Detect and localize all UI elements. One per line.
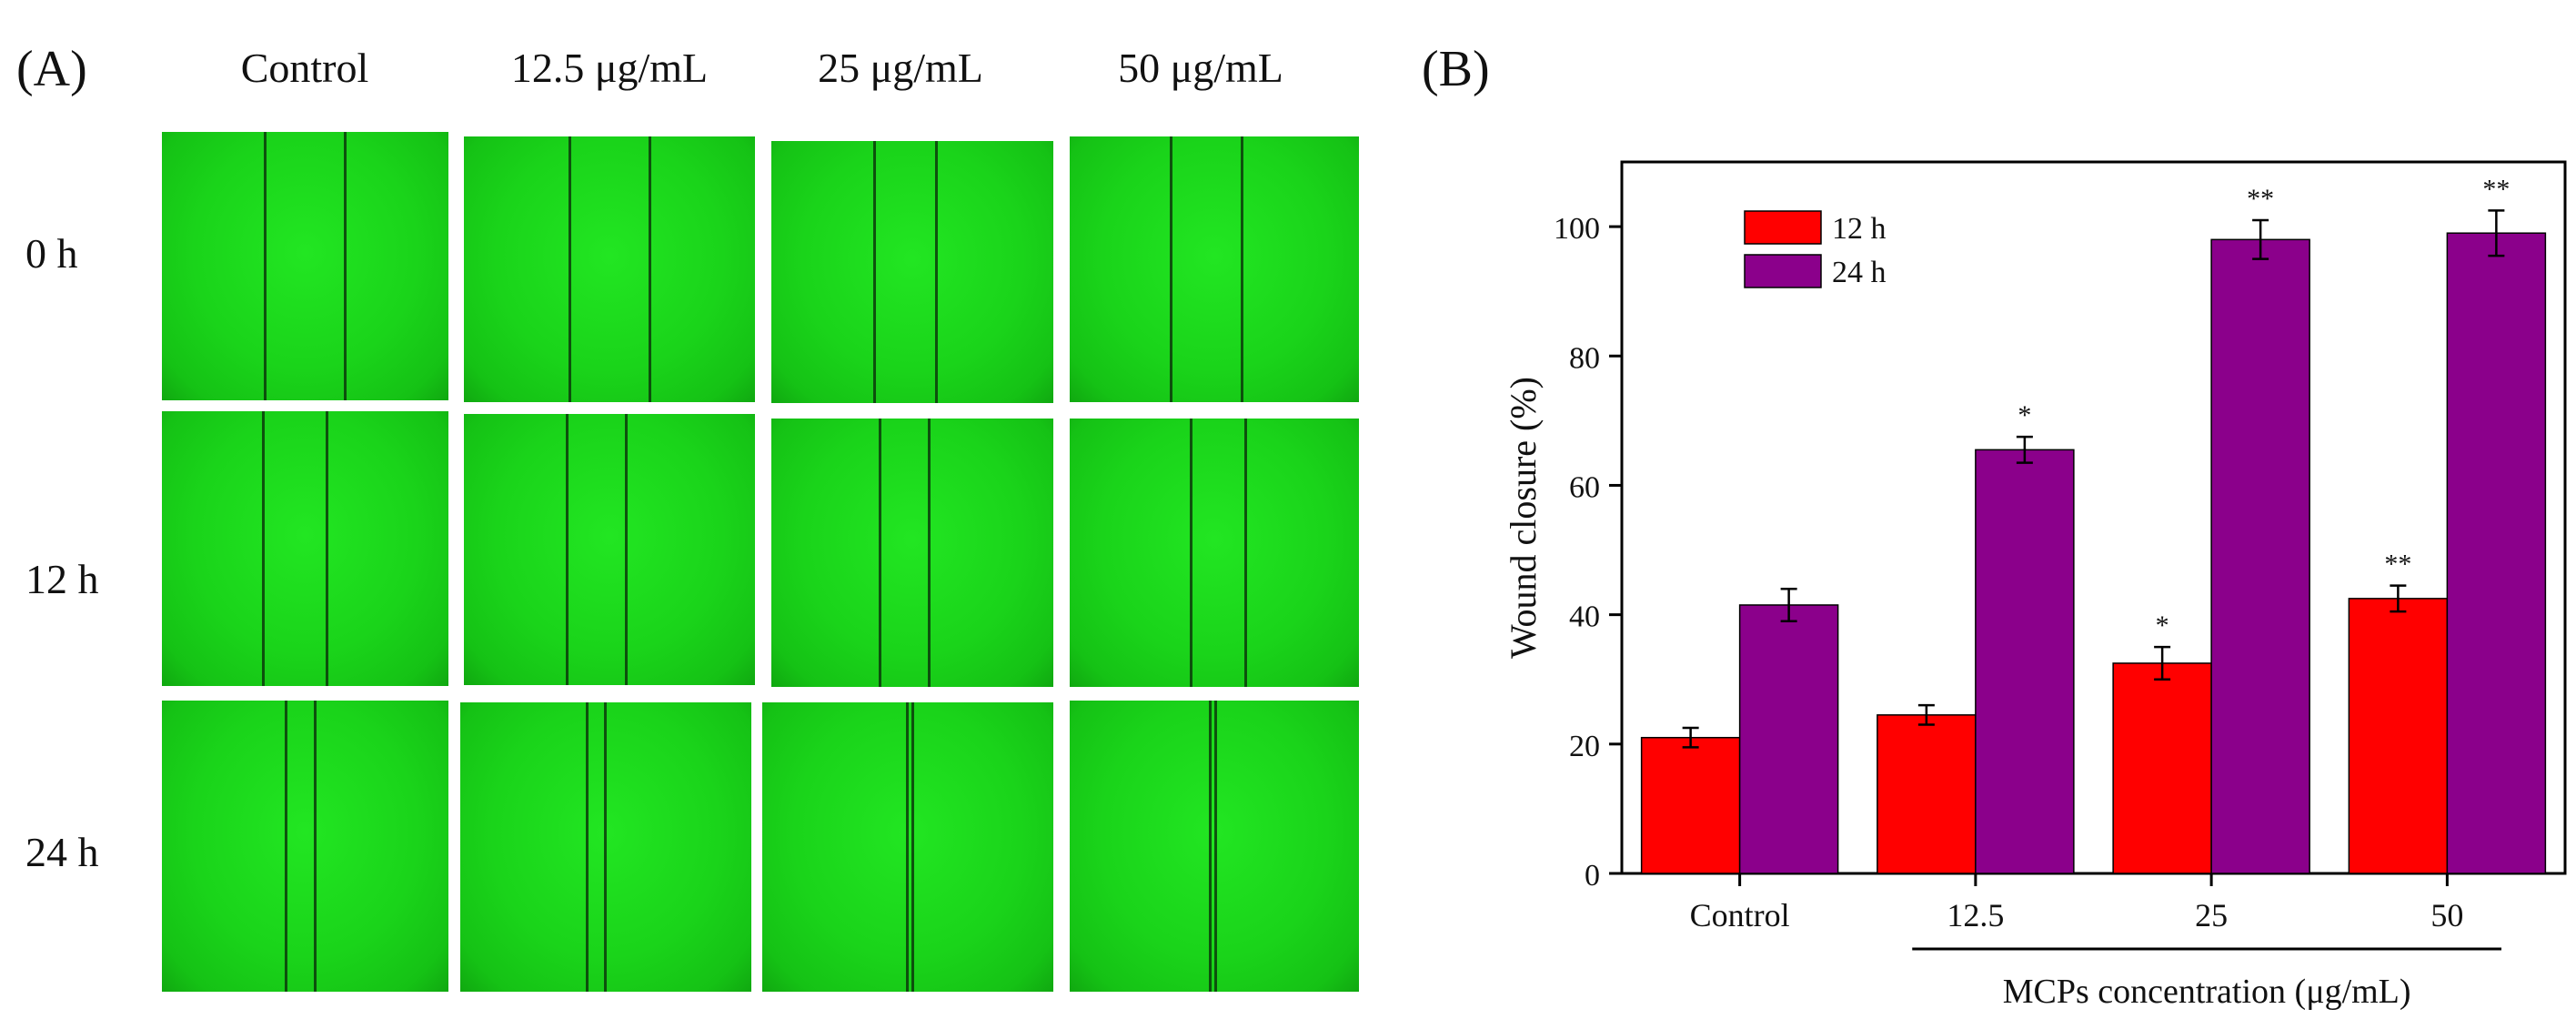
row-header-12h: 12 h bbox=[25, 556, 99, 602]
micrograph-12-5-12h bbox=[464, 414, 755, 685]
panel-b-label: (B) bbox=[1422, 41, 1490, 97]
micrograph-25-24h bbox=[762, 702, 1053, 992]
micrograph-control-12h bbox=[162, 411, 448, 686]
column-header-25: 25 μg/mL bbox=[818, 45, 983, 91]
bar-24h-12.5 bbox=[1975, 449, 2075, 874]
legend-swatch-12h bbox=[1744, 210, 1822, 245]
column-header-control: Control bbox=[240, 45, 369, 91]
x-tick-label-25: 25 bbox=[2195, 897, 2228, 933]
y-tick-label: 100 bbox=[1554, 212, 1600, 246]
column-header-12-5: 12.5 μg/mL bbox=[510, 45, 709, 91]
y-tick-label: 60 bbox=[1569, 470, 1600, 504]
y-tick-label: 40 bbox=[1569, 600, 1600, 634]
micrograph-25-12h bbox=[771, 419, 1053, 687]
micrograph-50-24h bbox=[1070, 701, 1359, 992]
bar-24h-Control bbox=[1738, 604, 1839, 874]
row-header-24h: 24 h bbox=[25, 829, 99, 875]
plot-frame bbox=[1620, 160, 2567, 875]
x-tick-label-Control: Control bbox=[1690, 897, 1790, 933]
x-axis-label: MCPs concentration (μg/mL) bbox=[2003, 973, 2411, 1011]
column-header-50: 50 μg/mL bbox=[1118, 45, 1283, 91]
legend-label-12h: 12 h bbox=[1832, 212, 1887, 246]
bar-12h-12.5 bbox=[1877, 714, 1977, 874]
legend-label-24h: 24 h bbox=[1832, 256, 1887, 289]
significance-label: ** bbox=[2482, 174, 2510, 204]
panel-a-label: (A) bbox=[16, 41, 87, 97]
significance-label: * bbox=[2018, 400, 2031, 430]
significance-label: * bbox=[2156, 610, 2169, 641]
micrograph-25-0h bbox=[771, 141, 1053, 403]
x-tick-label-12.5: 12.5 bbox=[1947, 897, 2004, 933]
micrograph-50-12h bbox=[1070, 419, 1359, 687]
bar-12h-Control bbox=[1640, 736, 1741, 874]
bar-12h-50 bbox=[2348, 598, 2449, 874]
significance-label: ** bbox=[2384, 550, 2411, 580]
legend-swatch-24h bbox=[1744, 254, 1822, 288]
significance-label: ** bbox=[2247, 184, 2274, 214]
micrograph-control-0h bbox=[162, 132, 448, 400]
y-tick-label: 80 bbox=[1569, 341, 1600, 375]
bar-12h-25 bbox=[2112, 662, 2212, 874]
bar-24h-25 bbox=[2210, 238, 2310, 874]
micrograph-control-24h bbox=[162, 701, 448, 992]
row-header-0h: 0 h bbox=[25, 230, 78, 277]
micrograph-50-0h bbox=[1070, 136, 1359, 402]
bar-24h-50 bbox=[2446, 232, 2547, 874]
y-tick-label: 20 bbox=[1569, 730, 1600, 763]
y-axis-label: Wound closure (%) bbox=[1503, 377, 1544, 659]
micrograph-12-5-0h bbox=[464, 136, 755, 402]
x-tick-label-50: 50 bbox=[2430, 897, 2463, 933]
y-tick-label: 0 bbox=[1585, 859, 1600, 893]
micrograph-12-5-24h bbox=[460, 702, 751, 992]
